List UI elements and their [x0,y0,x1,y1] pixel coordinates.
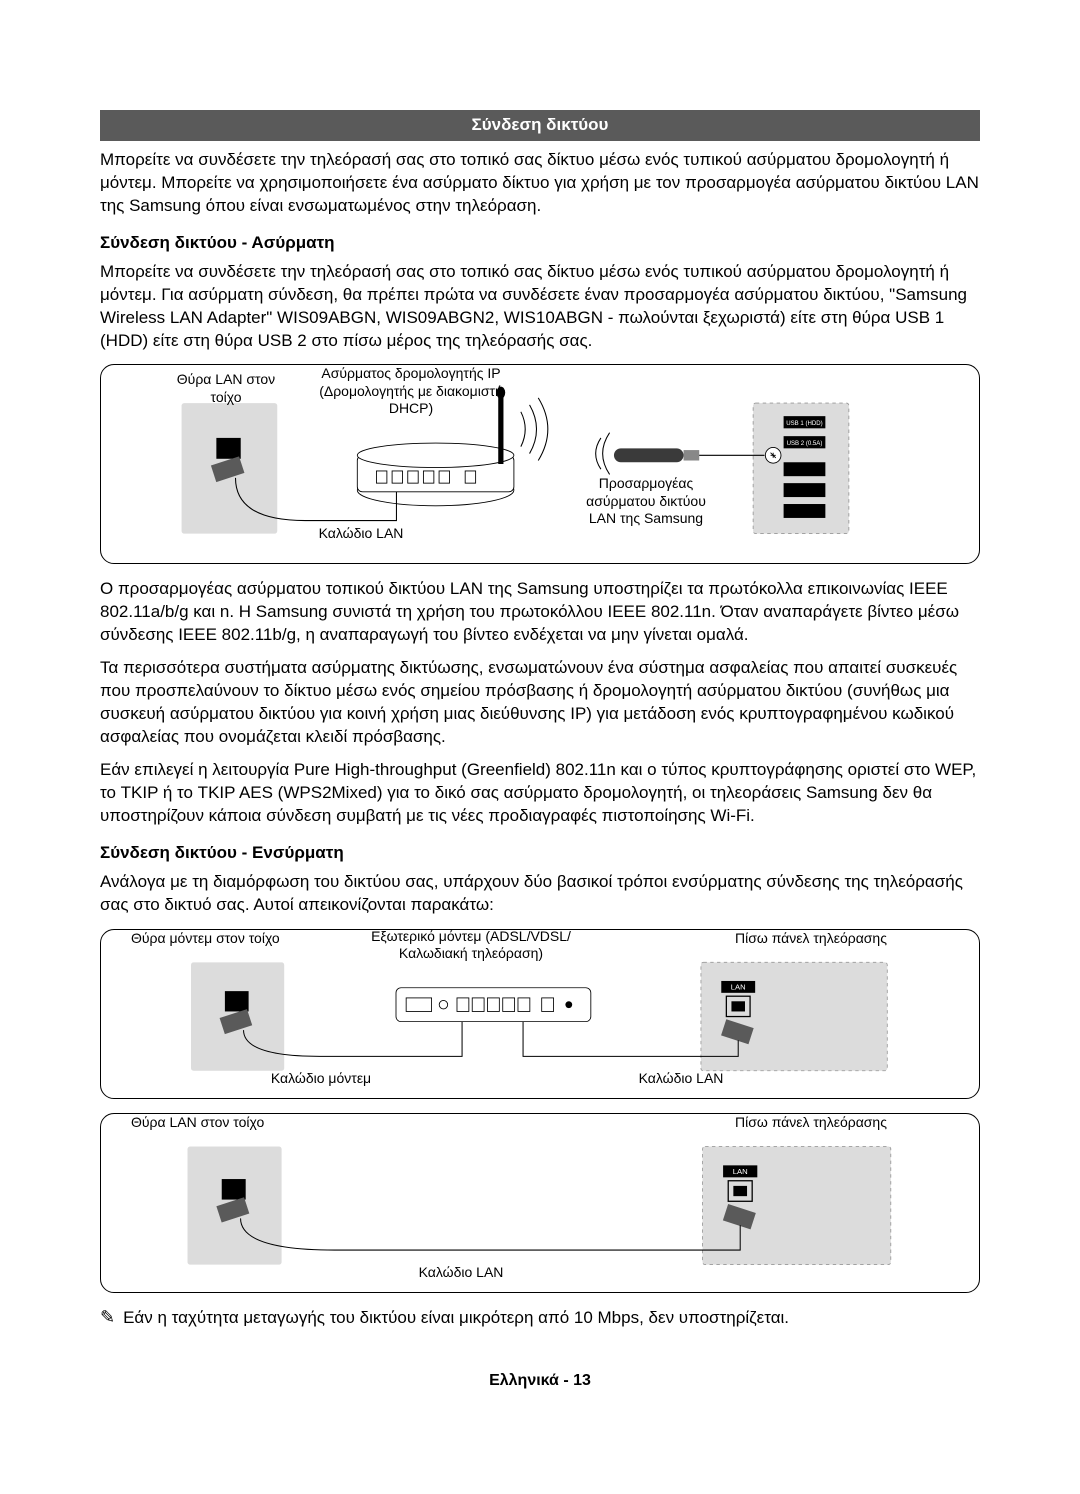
wired2-lan-cable: Καλώδιο LAN [381,1264,541,1282]
wireless-p2: Ο προσαρμογέας ασύρματου τοπικού δικτύου… [100,578,980,647]
svg-text:LAN: LAN [731,982,746,991]
wired-diagram-1: LAN Θύρα μόντεμ στον τοίχο Εξωτερικό μόν… [100,929,980,1099]
wireless-subhead: Σύνδεση δικτύου - Ασύρματη [100,232,980,255]
wired1-modem-cable: Καλώδιο μόντεμ [251,1070,391,1088]
svg-text:USB 1 (HDD): USB 1 (HDD) [786,420,822,427]
adapter-label: Προσαρμογέας ασύρματου δικτύου LAN της S… [571,475,721,528]
svg-text:USB 2 (0.5A): USB 2 (0.5A) [787,440,823,447]
section-header: Σύνδεση δικτύου [100,110,980,141]
wireless-p1: Μπορείτε να συνδέσετε την τηλεόρασή σας … [100,261,980,353]
wired1-lan-cable: Καλώδιο LAN [611,1070,751,1088]
wired-p1: Ανάλογα με τη διαμόρφωση του δικτύου σας… [100,871,980,917]
note-icon: ✎ [100,1307,115,1329]
wired2-tv-label: Πίσω πάνελ τηλεόρασης [711,1114,911,1132]
lan-cable-label: Καλώδιο LAN [301,525,421,543]
wired1-modem-label: Εξωτερικό μόντεμ (ADSL/VDSL/Καλωδιακή τη… [351,928,591,963]
wired-diagram-1-svg: LAN [117,942,963,1086]
wired-diagram-2: LAN Θύρα LAN στον τοίχο Πίσω πάνελ τηλεό… [100,1113,980,1293]
router-label: Ασύρματος δρομολογητής IP (Δρομολογητής … [311,365,511,418]
wall-label: Θύρα LAN στον τοίχο [161,371,291,406]
svg-text:LAN: LAN [733,1167,748,1176]
intro-paragraph: Μπορείτε να συνδέσετε την τηλεόρασή σας … [100,149,980,218]
wireless-p4: Εάν επιλεγεί η λειτουργία Pure High-thro… [100,759,980,828]
wired1-tv-label: Πίσω πάνελ τηλεόρασης [711,930,911,948]
section-title: Σύνδεση δικτύου [472,115,609,134]
wired1-wall-label: Θύρα μόντεμ στον τοίχο [131,930,311,948]
wired-diagram-2-svg: LAN [117,1126,963,1280]
note-row: ✎ Εάν η ταχύτητα μεταγωγής του δικτύου ε… [100,1307,980,1330]
wireless-diagram: USB 1 (HDD) USB 2 (0.5A) Θύρα LAN στον τ… [100,364,980,564]
wired2-wall-label: Θύρα LAN στον τοίχο [131,1114,331,1132]
wired-subhead: Σύνδεση δικτύου - Ενσύρματη [100,842,980,865]
wireless-p3: Τα περισσότερα συστήματα ασύρματης δικτύ… [100,657,980,749]
note-text: Εάν η ταχύτητα μεταγωγής του δικτύου είν… [123,1307,789,1330]
page-footer: Ελληνικά - 13 [100,1370,980,1392]
